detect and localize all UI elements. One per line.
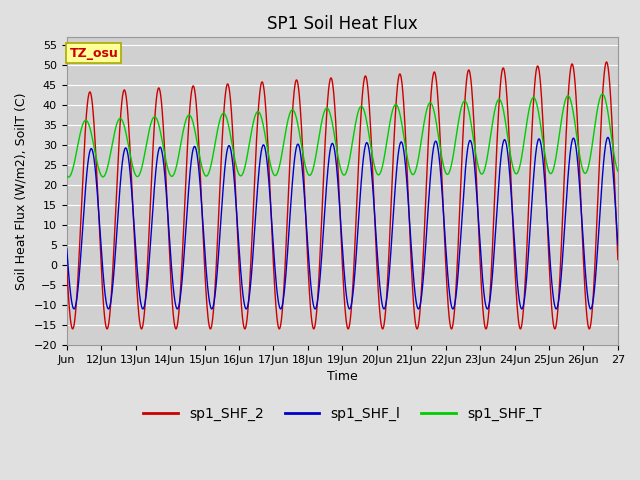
X-axis label: Time: Time xyxy=(327,370,358,383)
Y-axis label: Soil Heat Flux (W/m2), SoilT (C): Soil Heat Flux (W/m2), SoilT (C) xyxy=(15,92,28,290)
Legend: sp1_SHF_2, sp1_SHF_l, sp1_SHF_T: sp1_SHF_2, sp1_SHF_l, sp1_SHF_T xyxy=(138,401,547,426)
Title: SP1 Soil Heat Flux: SP1 Soil Heat Flux xyxy=(267,15,418,33)
Text: TZ_osu: TZ_osu xyxy=(70,47,118,60)
